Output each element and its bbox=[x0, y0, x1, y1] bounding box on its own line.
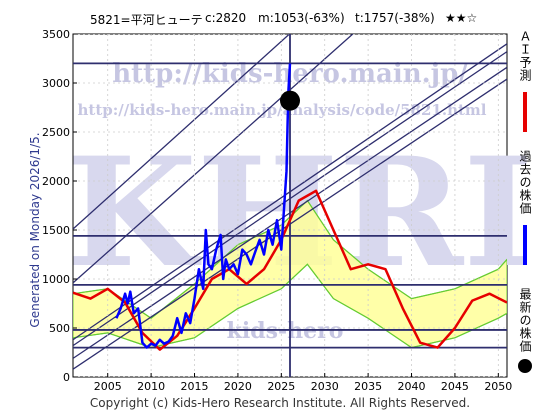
legend-past-swatch bbox=[523, 225, 527, 265]
header-stars: ★★☆ bbox=[445, 11, 478, 25]
y-tick-label: 2000 bbox=[42, 175, 70, 188]
x-tick-label: 2040 bbox=[398, 380, 426, 393]
x-tick-label: 2035 bbox=[354, 380, 382, 393]
x-tick-label: 2015 bbox=[181, 380, 209, 393]
x-axis: 2005 2010 2015 2020 2025 2030 2035 2040 2045 2050 bbox=[94, 373, 512, 393]
y-tick-label: 1500 bbox=[42, 224, 70, 237]
y-tick-label: 3000 bbox=[42, 77, 70, 90]
y-tick-label: 1000 bbox=[42, 273, 70, 286]
legend-latest-dot bbox=[518, 359, 532, 373]
y-tick-label: 3500 bbox=[42, 28, 70, 41]
header-median: m:1053(-63%) bbox=[258, 11, 345, 25]
y-tick-label: 500 bbox=[49, 322, 70, 335]
generated-date: Generated on Monday 2026/1/5. bbox=[28, 132, 42, 328]
legend-ai-label: ＡＩ予測 bbox=[518, 30, 532, 82]
legend-ai-swatch bbox=[523, 92, 527, 132]
x-tick-label: 2010 bbox=[137, 380, 165, 393]
y-tick-label: 0 bbox=[63, 371, 70, 384]
x-tick-label: 2025 bbox=[267, 380, 295, 393]
y-tick-label: 2500 bbox=[42, 126, 70, 139]
watermark-bottom: kids-hero bbox=[227, 318, 344, 344]
latest-price-dot bbox=[280, 90, 300, 111]
y-axis: 0 500 1000 1500 2000 2500 3000 3500 bbox=[42, 28, 77, 384]
header-code-name: 5821=平河ヒューテ bbox=[90, 13, 203, 27]
watermark-url2: http://kids-hero.main.jp/analysis/code/5… bbox=[78, 101, 487, 119]
horizontal-lines bbox=[73, 34, 507, 377]
legend-latest-label: 最新の株価 bbox=[518, 288, 532, 353]
header-current: c:2820 bbox=[205, 11, 247, 25]
copyright-footer: Copyright (c) Kids-Hero Research Institu… bbox=[89, 396, 471, 410]
ai-forecast-line bbox=[73, 189, 507, 351]
x-tick-label: 2005 bbox=[94, 380, 122, 393]
series-lines bbox=[73, 63, 507, 351]
x-tick-label: 2050 bbox=[484, 380, 512, 393]
x-tick-label: 2020 bbox=[224, 380, 252, 393]
trend-line bbox=[73, 34, 291, 230]
x-tick-label: 2030 bbox=[311, 380, 339, 393]
header-target: t:1757(-38%) bbox=[355, 11, 435, 25]
legend-past-label: 過去の株価 bbox=[518, 150, 532, 215]
past-price-line bbox=[115, 63, 292, 349]
x-tick-label: 2045 bbox=[441, 380, 469, 393]
